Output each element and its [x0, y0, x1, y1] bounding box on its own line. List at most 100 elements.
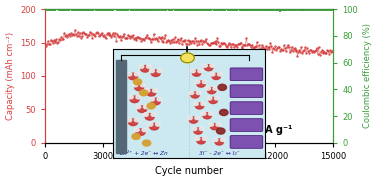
Point — [223, 45, 229, 48]
Point — [163, 9, 169, 11]
Point — [153, 9, 159, 11]
Point — [328, 9, 334, 11]
Point — [306, 8, 312, 11]
Point — [228, 46, 234, 49]
Text: 5 A g⁻¹: 5 A g⁻¹ — [255, 125, 293, 135]
Circle shape — [220, 138, 225, 141]
Point — [115, 34, 121, 37]
Circle shape — [210, 73, 215, 76]
Point — [316, 8, 322, 11]
Circle shape — [203, 64, 208, 67]
Point — [59, 37, 65, 40]
Point — [194, 8, 200, 11]
Circle shape — [132, 134, 140, 139]
Point — [246, 8, 252, 11]
Point — [129, 35, 135, 38]
Point — [92, 34, 98, 37]
Point — [125, 8, 131, 11]
Point — [61, 8, 67, 11]
Point — [218, 8, 224, 11]
Point — [60, 38, 66, 41]
Point — [318, 8, 324, 11]
Point — [166, 39, 172, 42]
Point — [256, 9, 262, 11]
Point — [224, 8, 230, 11]
Point — [279, 48, 285, 51]
Point — [156, 8, 163, 11]
Point — [245, 8, 251, 11]
Point — [130, 34, 136, 37]
Point — [145, 8, 151, 11]
Point — [197, 39, 203, 42]
Circle shape — [210, 64, 215, 67]
Point — [91, 8, 97, 11]
Point — [314, 7, 321, 10]
Point — [274, 47, 280, 50]
Point — [262, 8, 268, 11]
Point — [55, 41, 61, 44]
Point — [132, 8, 138, 11]
Point — [161, 37, 167, 40]
Point — [217, 9, 223, 12]
Point — [245, 42, 251, 45]
Point — [56, 8, 62, 11]
Circle shape — [192, 127, 197, 130]
Point — [330, 50, 336, 53]
Point — [138, 9, 144, 12]
Point — [214, 7, 220, 10]
Point — [79, 8, 85, 11]
Point — [240, 8, 246, 11]
Point — [124, 36, 130, 39]
Point — [312, 8, 318, 11]
Point — [109, 8, 115, 11]
Point — [163, 8, 169, 11]
Point — [319, 50, 325, 53]
Point — [65, 9, 71, 11]
Point — [265, 8, 271, 11]
Point — [305, 8, 311, 11]
Point — [130, 9, 136, 12]
Point — [163, 40, 169, 43]
Point — [214, 8, 220, 11]
Point — [318, 50, 324, 53]
Point — [107, 32, 113, 35]
Point — [252, 46, 258, 49]
Point — [209, 41, 215, 44]
Point — [190, 40, 196, 43]
Point — [86, 33, 92, 36]
Point — [225, 8, 231, 11]
Point — [307, 48, 313, 51]
Point — [280, 49, 286, 52]
Point — [212, 8, 218, 11]
Point — [141, 8, 147, 11]
Point — [310, 49, 316, 52]
Point — [99, 9, 105, 11]
Point — [167, 9, 173, 12]
Point — [258, 9, 264, 11]
Point — [301, 8, 307, 11]
Point — [251, 46, 257, 48]
Point — [95, 31, 101, 34]
Point — [184, 42, 190, 45]
Point — [304, 8, 310, 11]
Point — [239, 47, 245, 50]
Point — [222, 43, 228, 46]
Point — [84, 8, 90, 11]
Point — [300, 9, 306, 12]
Point — [172, 8, 178, 11]
Point — [123, 9, 129, 11]
Point — [248, 45, 254, 48]
Point — [81, 8, 87, 11]
Point — [312, 49, 318, 52]
Point — [260, 9, 266, 12]
Point — [211, 8, 217, 11]
Point — [249, 8, 255, 11]
Point — [46, 43, 52, 46]
Point — [223, 8, 229, 11]
Point — [196, 43, 202, 46]
Point — [263, 45, 269, 48]
Point — [169, 41, 175, 44]
Point — [178, 8, 184, 11]
Circle shape — [127, 118, 132, 122]
Point — [156, 35, 162, 38]
